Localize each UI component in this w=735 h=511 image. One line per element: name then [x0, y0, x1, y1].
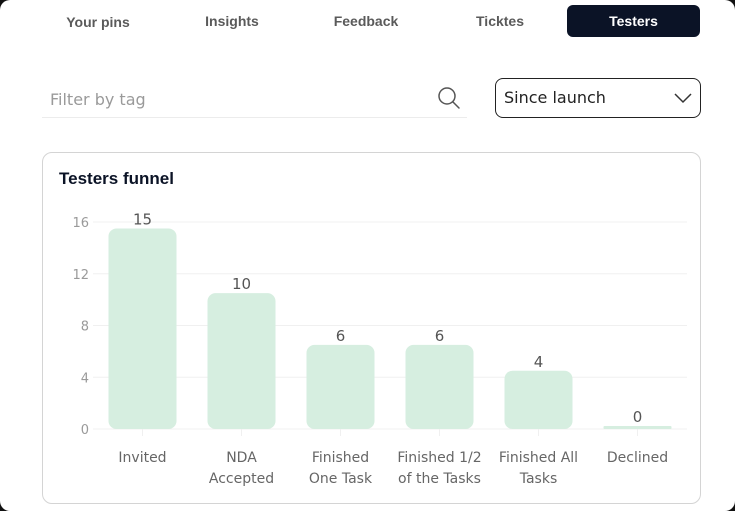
- bar-value-label: 0: [633, 408, 643, 426]
- bar[interactable]: [108, 228, 177, 429]
- bar[interactable]: [603, 426, 672, 429]
- y-tick-label: 16: [72, 216, 89, 231]
- bar[interactable]: [207, 293, 276, 429]
- y-tick-label: 12: [72, 268, 89, 283]
- x-category-label: NDA: [226, 450, 257, 466]
- filter-by-tag-field: [42, 80, 467, 118]
- chevron-down-icon: [674, 93, 692, 104]
- x-category-label: Finished 1/2: [397, 450, 481, 466]
- bar-value-label: 6: [336, 327, 346, 345]
- tab-ticktes[interactable]: Ticktes: [476, 13, 524, 29]
- x-category-label: of the Tasks: [398, 471, 481, 487]
- card-title: Testers funnel: [59, 169, 174, 188]
- tab-feedback[interactable]: Feedback: [333, 13, 399, 29]
- testers-funnel-card: Testers funnel 0 4 8 12 16 15 Invited 10 NDA Acce…: [42, 152, 701, 504]
- bar[interactable]: [306, 344, 375, 429]
- bar-value-label: 10: [232, 275, 251, 293]
- tab-bar: Your pins Insights Feedback Ticktes Testers: [0, 5, 735, 37]
- bar-value-label: 6: [435, 327, 445, 345]
- testers-funnel-chart: 0 4 8 12 16 15 Invited 10 NDA Accepted 6 Finished On…: [72, 210, 687, 487]
- tab-testers[interactable]: Testers: [567, 5, 700, 37]
- y-tick-label: 8: [81, 320, 89, 335]
- bar-value-label: 15: [133, 210, 152, 228]
- bar[interactable]: [405, 344, 474, 429]
- search-icon[interactable]: [437, 86, 461, 110]
- x-category-label: Tasks: [519, 471, 558, 487]
- x-category-label: One Task: [309, 471, 373, 487]
- x-category-label: Invited: [118, 450, 166, 466]
- y-tick-label: 0: [81, 423, 89, 438]
- period-select-value: Since launch: [504, 88, 606, 107]
- x-category-label: Finished: [312, 450, 369, 466]
- tab-your-pins[interactable]: Your pins: [66, 14, 130, 30]
- x-category-label: Declined: [607, 450, 668, 466]
- x-category-label: Accepted: [209, 471, 274, 487]
- x-category-label: Finished All: [499, 450, 578, 466]
- period-select[interactable]: Since launch: [495, 78, 701, 118]
- bar[interactable]: [504, 370, 573, 429]
- bar-value-label: 4: [534, 353, 544, 371]
- tab-insights[interactable]: Insights: [205, 13, 259, 29]
- y-tick-label: 4: [81, 371, 89, 386]
- filter-input[interactable]: [50, 84, 420, 114]
